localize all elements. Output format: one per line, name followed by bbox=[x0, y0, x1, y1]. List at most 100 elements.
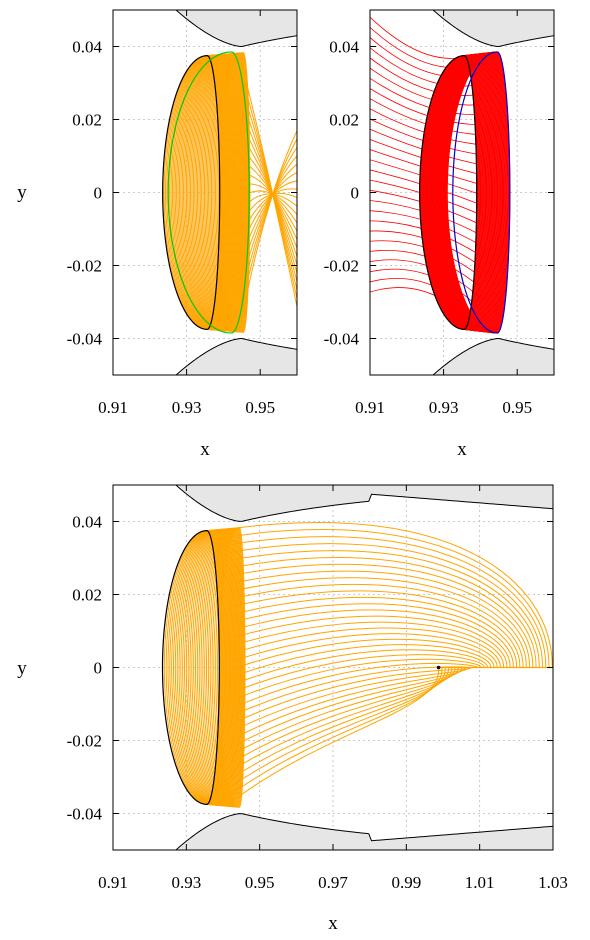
heteroclinic-arc bbox=[230, 570, 531, 668]
manifold-branch bbox=[239, 193, 297, 225]
manifold-branch bbox=[370, 259, 480, 298]
heteroclinic-arc bbox=[230, 529, 550, 668]
manifold-branch bbox=[370, 98, 483, 136]
y-tick-label: 0 bbox=[94, 659, 103, 678]
manifold-branch bbox=[370, 249, 481, 288]
x-tick-label: 1.01 bbox=[465, 873, 495, 892]
forbidden-regions-top-right bbox=[432, 10, 554, 375]
heteroclinic-arc bbox=[230, 577, 527, 668]
y-axis-label-top-left: y bbox=[17, 182, 27, 203]
forbidden-region-lower bbox=[175, 813, 553, 850]
x-tick-label: 0.95 bbox=[245, 398, 275, 417]
y-tick-label: -0.04 bbox=[67, 330, 103, 349]
manifold-branch bbox=[370, 26, 478, 68]
forbidden-region-upper bbox=[433, 10, 554, 47]
manifold-branch bbox=[370, 67, 481, 106]
y-tick-label: -0.04 bbox=[67, 805, 103, 824]
y-tick-label: 0.04 bbox=[72, 513, 102, 532]
heteroclinic-arc bbox=[230, 658, 482, 702]
forbidden-region-lower bbox=[433, 338, 554, 375]
heteroclinic-arc bbox=[230, 667, 469, 733]
final-orbit bbox=[167, 51, 250, 334]
y-tick-label: -0.04 bbox=[324, 330, 360, 349]
x-tick-label: 0.91 bbox=[355, 398, 385, 417]
zero-velocity-curve-upper bbox=[175, 10, 297, 48]
y-tick-label: -0.02 bbox=[324, 257, 359, 276]
heteroclinic-arc bbox=[230, 633, 498, 668]
heteroclinic-arc bbox=[230, 603, 514, 668]
zero-velocity-curve-lower bbox=[175, 337, 297, 375]
manifold-branch bbox=[239, 147, 297, 250]
manifold-branch bbox=[239, 129, 297, 328]
heteroclinic-arc bbox=[230, 644, 492, 678]
heteroclinic-arc bbox=[230, 590, 521, 668]
manifold-branch bbox=[239, 190, 297, 216]
forbidden-region-lower bbox=[176, 338, 297, 375]
manifold-branch bbox=[370, 77, 482, 116]
heteroclinic-arc bbox=[230, 649, 488, 686]
manifold-branch bbox=[239, 188, 297, 238]
y-tick-label: -0.02 bbox=[67, 732, 102, 751]
x-tick-label: 0.97 bbox=[318, 873, 348, 892]
heteroclinic-arc bbox=[230, 615, 508, 668]
panel-top-right: 0.91 0.93 0.95 -0.04 -0.02 0 0.02 0.04 x bbox=[324, 9, 555, 460]
heteroclinic-arc bbox=[230, 654, 485, 694]
heteroclinic-arc bbox=[230, 621, 505, 668]
ticks-top-right: 0.91 0.93 0.95 -0.04 -0.02 0 0.02 0.04 bbox=[324, 10, 554, 417]
y-tick-label: 0.04 bbox=[72, 38, 102, 57]
zero-velocity-curve-lower bbox=[432, 337, 554, 375]
heteroclinic-arc bbox=[230, 662, 479, 710]
manifold-branch bbox=[370, 159, 485, 197]
manifold-branch bbox=[239, 183, 297, 224]
y-tick-label: 0.04 bbox=[329, 38, 359, 57]
heteroclinic-arc bbox=[230, 550, 540, 668]
manifold-branch bbox=[370, 128, 484, 166]
manifold-branch bbox=[370, 278, 478, 318]
forbidden-regions-bottom bbox=[175, 485, 553, 850]
x-tick-label: 0.95 bbox=[502, 398, 532, 417]
equilibrium-point-marker bbox=[436, 665, 441, 670]
y-tick-label: -0.02 bbox=[67, 257, 102, 276]
heteroclinic-arc bbox=[230, 609, 511, 668]
manifold-branch bbox=[370, 268, 479, 308]
heteroclinic-arc bbox=[230, 543, 544, 668]
x-tick-label: 1.03 bbox=[538, 873, 568, 892]
manifold-branch bbox=[370, 169, 485, 207]
manifold-branch bbox=[370, 16, 477, 59]
zero-velocity-curve-upper bbox=[432, 10, 554, 48]
x-tick-label: 0.93 bbox=[429, 398, 459, 417]
final-orbit bbox=[452, 51, 511, 334]
x-tick-label: 0.95 bbox=[245, 873, 275, 892]
reference-orbit bbox=[161, 530, 220, 805]
y-tick-label: 0 bbox=[94, 184, 103, 203]
heteroclinic-arc bbox=[230, 667, 446, 788]
x-axis-label-top-right: x bbox=[457, 439, 467, 460]
panel-bottom: 0.91 0.93 0.95 0.97 0.99 1.01 1.03 -0.04 -0.02 0 0… bbox=[17, 484, 568, 934]
curves-top-left bbox=[162, 51, 297, 334]
manifold-branch bbox=[370, 230, 482, 268]
heteroclinic-arc bbox=[230, 627, 501, 668]
x-tick-label: 0.93 bbox=[172, 398, 202, 417]
curves-bottom bbox=[161, 521, 553, 808]
manifold-branch bbox=[370, 179, 484, 217]
manifold-branch bbox=[370, 138, 485, 176]
x-axis-label-top-left: x bbox=[200, 439, 210, 460]
manifold-branch bbox=[370, 87, 483, 126]
zero-velocity-curve-lower bbox=[175, 813, 553, 850]
y-tick-label: 0.02 bbox=[72, 111, 102, 130]
forbidden-region-upper bbox=[176, 10, 297, 47]
heteroclinic-arc bbox=[230, 667, 472, 725]
x-tick-label: 0.99 bbox=[391, 873, 421, 892]
manifold-branch bbox=[239, 193, 297, 213]
manifold-branch bbox=[370, 118, 484, 156]
x-tick-label: 0.91 bbox=[98, 873, 128, 892]
heteroclinic-arc bbox=[230, 521, 553, 668]
manifold-branch bbox=[370, 240, 482, 278]
heteroclinic-arc bbox=[230, 556, 537, 668]
manifold-branch bbox=[370, 220, 483, 257]
heteroclinic-arc bbox=[230, 667, 440, 803]
manifold-branch bbox=[370, 47, 480, 87]
x-axis-label-bottom: x bbox=[328, 913, 338, 934]
y-tick-label: 0.02 bbox=[329, 111, 359, 130]
